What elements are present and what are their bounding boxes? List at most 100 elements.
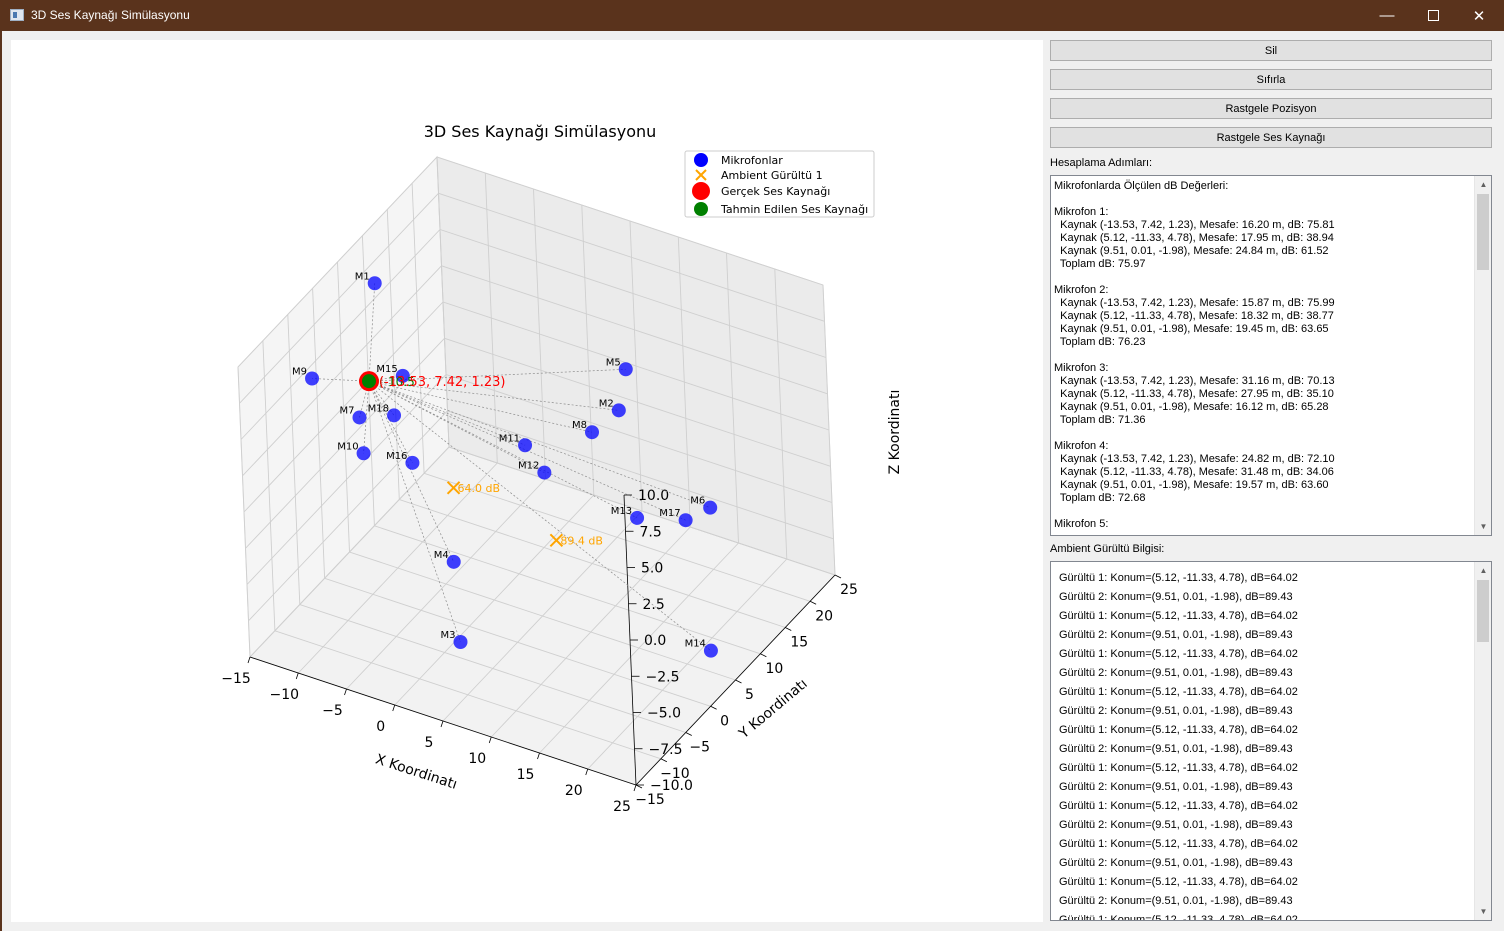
ambient-marker [446, 481, 461, 495]
close-icon: ✕ [1472, 7, 1486, 25]
ambient-scrollbar[interactable]: ▲ ▼ [1474, 562, 1491, 920]
ambient-list-item: Gürültü 2: Konum=(9.51, 0.01, -1.98), dB… [1059, 667, 1293, 679]
scroll-up-icon[interactable]: ▲ [1479, 566, 1488, 575]
plot-canvas[interactable]: −15 −10 −5 0 5 10 15 20 25 −15 −10 −5 0 5 10 15 20 25 −10.… [11, 40, 1043, 922]
y-tick [735, 679, 742, 684]
x-tick [488, 736, 492, 744]
y-tick-label: 10 [765, 661, 783, 677]
connection-line [368, 368, 626, 382]
ambient-list-item: Gürültü 1: Konum=(5.12, -11.33, 4.78), d… [1059, 762, 1298, 774]
scroll-thumb[interactable] [1477, 194, 1489, 270]
y-tick-label: −10 [660, 766, 690, 782]
microphone-marker [585, 425, 599, 440]
microphone-marker [611, 403, 626, 418]
x-axis-label: X Koordinatı [373, 751, 459, 792]
y-tick [785, 627, 792, 631]
ambient-list-item: Gürültü 1: Konum=(5.12, -11.33, 4.78), d… [1059, 686, 1298, 698]
legend-estimated-source-icon [694, 202, 708, 216]
x-tick [295, 672, 299, 680]
z-tick-label: 5.0 [641, 561, 663, 577]
x-tick-label: 10 [468, 751, 486, 767]
grid-line [411, 183, 811, 602]
rastgele-ses-kaynagi-button[interactable]: Rastgele Ses Kaynağı [1050, 127, 1492, 148]
title-bar: 3D Ses Kaynağı Simülasyonu — ✕ [0, 0, 1504, 31]
microphone-label: M7 [340, 405, 355, 416]
y-tick-label: 25 [840, 582, 858, 598]
estimated-source-marker [361, 374, 376, 389]
y-tick-label: 0 [720, 713, 729, 729]
grid-line [312, 288, 711, 707]
microphone-marker [703, 500, 718, 515]
y-tick-label: −15 [635, 792, 665, 808]
x-tick-label: 15 [517, 767, 535, 783]
app-icon [10, 9, 24, 21]
grid-line [361, 235, 761, 655]
maximize-button[interactable] [1410, 0, 1456, 31]
ambient-list-item: Gürültü 2: Konum=(9.51, 0.01, -1.98), dB… [1059, 895, 1293, 907]
grid-line [237, 156, 824, 368]
microphone-label: M15 [376, 364, 397, 375]
ambient-label: 89.4 dB [560, 534, 603, 547]
z-tick-label: 0.0 [644, 633, 666, 649]
z-tick-label: −10.0 [650, 778, 693, 794]
connection-line [368, 380, 526, 446]
microphone-marker [446, 554, 461, 569]
z-axis-label: Z Koordinatı [887, 390, 903, 475]
ambient-list-item: Gürültü 1: Konum=(5.12, -11.33, 4.78), d… [1059, 876, 1298, 888]
ambient-label: Ambient Gürültü Bilgisi: [1050, 543, 1165, 555]
y-tick [710, 705, 717, 710]
steps-textbox[interactable]: Mikrofonlarda Ölçülen dB Değerleri: Mikr… [1050, 175, 1492, 536]
chart-title: 3D Ses Kaynağı Simülasyonu [424, 122, 657, 141]
microphone-label: M10 [337, 441, 358, 452]
y-tick [834, 574, 842, 579]
z-tick-label: −5.0 [647, 706, 681, 722]
microphone-label: M14 [685, 639, 706, 650]
minimize-button[interactable]: — [1364, 0, 1410, 31]
x-tick-label: −10 [269, 687, 299, 703]
x-tick [440, 720, 444, 728]
x-tick-label: 0 [376, 719, 385, 735]
x-tick-label: −15 [221, 671, 251, 687]
ambient-list-item: Gürültü 1: Konum=(5.12, -11.33, 4.78), d… [1059, 838, 1298, 850]
ambient-list-item: Gürültü 1: Konum=(5.12, -11.33, 4.78), d… [1059, 572, 1298, 584]
x-tick-label: 20 [565, 783, 583, 799]
sifirla-button[interactable]: Sıfırla [1050, 69, 1492, 90]
microphone-label: M6 [690, 496, 705, 507]
steps-label: Hesaplama Adımları: [1050, 157, 1153, 169]
ambient-textbox[interactable]: Gürültü 1: Konum=(5.12, -11.33, 4.78), d… [1050, 561, 1492, 921]
microphone-label: M18 [368, 403, 389, 414]
scroll-up-icon[interactable]: ▲ [1479, 180, 1488, 189]
connection-line [368, 380, 712, 651]
steps-scrollbar[interactable]: ▲ ▼ [1474, 176, 1491, 535]
rastgele-pozisyon-button[interactable]: Rastgele Pozisyon [1050, 98, 1492, 119]
legend-entry: Mikrofonlar [721, 154, 783, 167]
microphone-label: M2 [599, 398, 614, 409]
scroll-down-icon[interactable]: ▼ [1479, 522, 1488, 531]
microphone-marker [537, 465, 552, 480]
y-axis-label: Y Koordinatı [735, 676, 810, 743]
microphone-marker [518, 438, 533, 453]
grid-line [436, 156, 836, 576]
x-tick [247, 656, 251, 664]
connection-line [368, 381, 455, 562]
connection-line [368, 380, 711, 508]
ambient-list-item: Gürültü 2: Konum=(9.51, 0.01, -1.98), dB… [1059, 743, 1293, 755]
microphone-marker [630, 510, 645, 525]
ambient-list-item: Gürültü 2: Konum=(9.51, 0.01, -1.98), dB… [1059, 819, 1293, 831]
microphone-label: M9 [292, 367, 307, 378]
microphone-marker [305, 371, 320, 386]
ambient-list-item: Gürültü 2: Konum=(9.51, 0.01, -1.98), dB… [1059, 857, 1293, 869]
x-tick [392, 704, 396, 712]
x-tick [344, 688, 347, 696]
scroll-thumb[interactable] [1477, 580, 1489, 642]
x-tick-label: 25 [613, 799, 631, 815]
microphone-label: M11 [499, 433, 520, 444]
scroll-down-icon[interactable]: ▼ [1479, 907, 1488, 916]
sil-button[interactable]: Sil [1050, 40, 1492, 61]
legend-box [684, 150, 875, 218]
grid-line [262, 340, 662, 760]
close-button[interactable]: ✕ [1456, 0, 1502, 31]
microphone-marker [405, 455, 420, 470]
minimize-icon: — [1379, 7, 1395, 24]
